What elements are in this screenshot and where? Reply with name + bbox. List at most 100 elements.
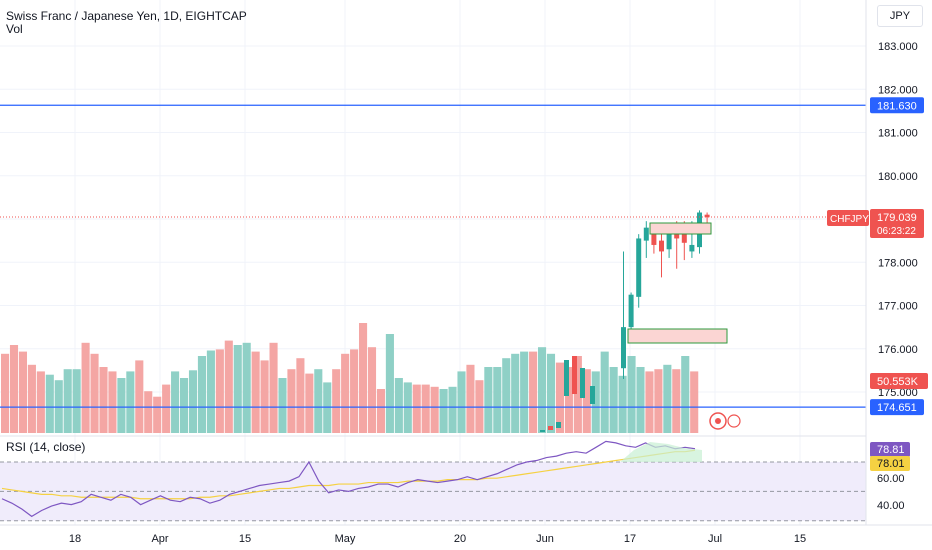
volume-bar (645, 371, 654, 433)
low-candle (572, 356, 577, 394)
volume-bar (224, 340, 233, 433)
volume-bar (538, 347, 547, 433)
price-tick-label: 182.000 (878, 84, 918, 96)
last-price-bg (870, 209, 924, 238)
demand-zone-box (627, 328, 728, 344)
volume-bar (350, 349, 359, 433)
volume-bar (546, 353, 556, 433)
volume-bar (502, 358, 511, 433)
candle-body (621, 327, 626, 369)
time-tick-label: 15 (239, 533, 251, 545)
price-tick-label: 176.000 (878, 344, 918, 356)
hline-label-bg (870, 97, 924, 114)
volume-bar (466, 364, 475, 433)
volume-bar (63, 369, 72, 433)
volume-bar (162, 384, 171, 433)
volume-bar (672, 369, 681, 433)
volume-bar (99, 367, 108, 433)
supply-zone-box (649, 222, 712, 235)
candle-body (666, 234, 672, 250)
time-tick-label: 18 (69, 533, 81, 545)
volume-bar (430, 386, 439, 433)
volume-bar (511, 353, 520, 433)
price-tick-label: 178.000 (878, 257, 918, 269)
volume-bar (493, 367, 502, 433)
volume-bar (126, 371, 135, 433)
time-tick-label: 20 (454, 533, 466, 545)
volume-bar (251, 351, 260, 433)
volume-bar (1, 353, 10, 433)
volume-bar (206, 350, 215, 433)
volume-bar (287, 369, 296, 433)
price-tick-label: 175.000 (878, 387, 918, 399)
time-axis: 18 Apr 15 May 20 Jun 17 Jul 15 (0, 524, 932, 545)
candle-body (681, 234, 687, 243)
volume-bar (439, 389, 448, 433)
volume-bar (153, 396, 162, 433)
alert-icon-dot (715, 418, 721, 424)
volume-bar (323, 382, 332, 433)
candle-body (704, 214, 710, 218)
grid (0, 0, 866, 525)
volume-bar (305, 373, 314, 433)
time-tick-label: Apr (151, 533, 168, 545)
volume-bar (332, 369, 341, 433)
volume-bar (529, 351, 538, 433)
rsi-ma-value-bg (870, 456, 910, 471)
countdown: 06:23:22 (877, 226, 916, 237)
volume-tag: 50.553K (877, 376, 919, 388)
volume-bar (81, 342, 90, 433)
last-price: 179.039 (877, 212, 917, 224)
price-axis: 183.000182.000181.000180.000179.000178.0… (827, 0, 932, 525)
volume-bar (636, 367, 645, 433)
rsi-pane (0, 435, 932, 522)
low-candle (540, 430, 545, 432)
volume-bar (555, 362, 564, 433)
candle-body (628, 294, 634, 328)
candle-body (689, 244, 695, 252)
time-tick-label: May (335, 533, 356, 545)
volume-bar (484, 367, 493, 433)
volume-bar (197, 356, 206, 433)
currency-button[interactable]: JPY (877, 5, 923, 27)
low-candle (590, 386, 595, 404)
volume-bar (448, 386, 457, 433)
candle-body (674, 231, 680, 239)
rsi-label: RSI (14, close) (6, 440, 86, 454)
symbol-tag: CHFJPY (830, 214, 869, 225)
rsi-ma-value: 78.01 (877, 458, 905, 470)
time-tick-label: Jun (536, 533, 554, 545)
rsi-value-bg (870, 442, 910, 457)
volume-bar (582, 369, 591, 433)
volume-bar (180, 378, 189, 433)
time-tick-label: 17 (624, 533, 636, 545)
volume-bar (376, 389, 385, 433)
volume-label: Vol (6, 22, 23, 36)
volume-bar (564, 367, 573, 433)
rsi-overbought-fill (620, 442, 702, 462)
volume-bar (171, 371, 180, 433)
volume-bar (591, 371, 600, 433)
volume-bar (457, 371, 466, 433)
chart-title: Swiss Franc / Japanese Yen, 1D, EIGHTCAP (6, 9, 247, 23)
volume-bar (609, 367, 618, 433)
low-candle (564, 360, 569, 396)
volume-bar (36, 371, 45, 433)
volume-bar (188, 370, 198, 433)
rsi-value: 78.81 (877, 444, 905, 456)
volume-bar (296, 358, 305, 433)
low-candle (580, 368, 585, 398)
volume-bar (18, 351, 27, 433)
volume-bar (520, 351, 529, 433)
volume-tag-bg (870, 373, 928, 389)
volume-bar (144, 391, 153, 433)
time-tick-label: Jul (708, 533, 722, 545)
volume-bar (215, 349, 224, 433)
volume-bar (117, 378, 126, 433)
volume-bar (367, 347, 377, 433)
price-tick-label: 181.000 (878, 128, 918, 140)
candle-body (636, 238, 642, 297)
price-tick-label: 183.000 (878, 41, 918, 53)
